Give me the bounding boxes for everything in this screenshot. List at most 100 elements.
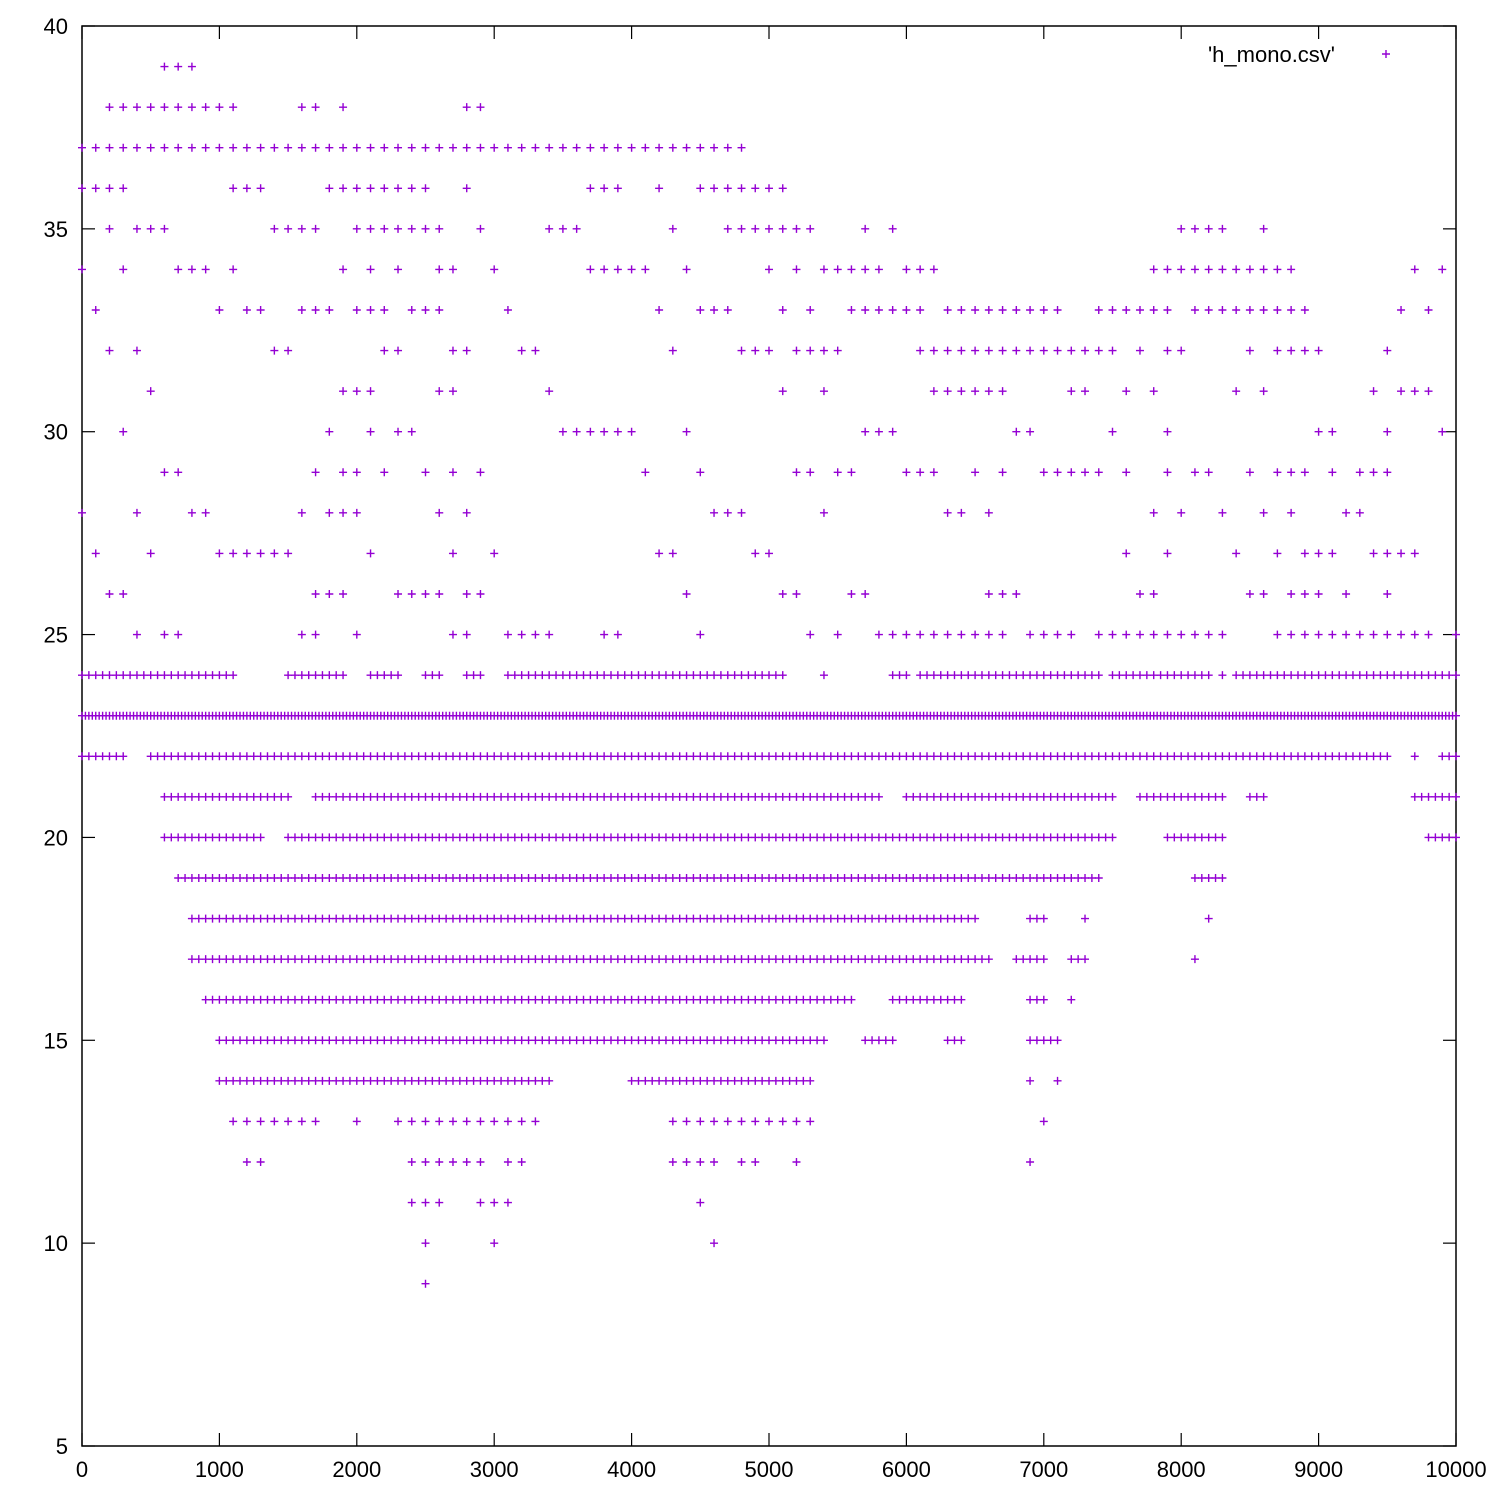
- data-point: [448, 914, 457, 923]
- data-point: [339, 833, 348, 842]
- data-point: [620, 792, 629, 801]
- data-point: [325, 427, 334, 436]
- data-point: [1053, 874, 1062, 882]
- data-point: [339, 508, 348, 517]
- data-point: [593, 671, 602, 680]
- data-point: [744, 955, 753, 964]
- data-point: [716, 1076, 725, 1085]
- data-point: [380, 955, 389, 964]
- data-point: [366, 955, 375, 964]
- data-point: [792, 833, 801, 842]
- data-point: [1081, 752, 1090, 761]
- data-point: [325, 995, 334, 1004]
- data-point: [229, 265, 238, 274]
- data-point: [1108, 752, 1117, 761]
- data-point: [1074, 874, 1083, 882]
- data-point: [1383, 346, 1392, 355]
- data-point: [909, 874, 918, 882]
- data-point: [270, 914, 279, 923]
- data-point: [1314, 427, 1323, 436]
- data-point: [242, 914, 251, 923]
- data-point: [1239, 752, 1248, 761]
- data-point: [91, 671, 100, 680]
- data-point: [517, 752, 526, 761]
- data-point: [545, 995, 554, 1004]
- data-point: [160, 833, 169, 842]
- data-point: [854, 955, 863, 964]
- data-point: [84, 752, 93, 761]
- data-point: [249, 1036, 258, 1045]
- data-point: [345, 752, 354, 761]
- data-point: [710, 955, 719, 964]
- data-point: [868, 1036, 877, 1045]
- data-point: [1445, 671, 1454, 680]
- data-point: [957, 752, 966, 761]
- data-point: [256, 1036, 265, 1045]
- data-point: [861, 590, 870, 598]
- data-point: [476, 914, 485, 923]
- data-point: [297, 995, 306, 1004]
- data-point: [819, 792, 828, 801]
- data-point: [689, 874, 698, 882]
- data-point: [668, 874, 677, 882]
- data-point: [916, 306, 925, 314]
- data-point: [703, 671, 712, 680]
- data-point: [1163, 346, 1172, 355]
- data-point: [833, 914, 842, 923]
- data-point: [902, 265, 911, 274]
- data-point: [524, 1036, 533, 1045]
- data-point: [380, 184, 389, 193]
- data-point: [1163, 671, 1172, 680]
- data-point: [565, 955, 574, 964]
- x-tick-label: 0: [76, 1457, 88, 1482]
- data-point: [730, 995, 739, 1004]
- data-point: [957, 874, 966, 882]
- data-point: [304, 874, 313, 882]
- data-point: [524, 914, 533, 923]
- data-point: [881, 833, 890, 842]
- data-point: [1328, 427, 1337, 436]
- data-point: [462, 346, 471, 355]
- data-point: [373, 792, 382, 801]
- data-point: [1142, 792, 1151, 801]
- data-point: [895, 995, 904, 1004]
- data-point: [407, 874, 416, 882]
- data-point: [737, 346, 746, 355]
- data-point: [1232, 671, 1241, 680]
- data-point: [579, 792, 588, 801]
- data-point: [1170, 833, 1179, 842]
- data-point: [455, 874, 464, 882]
- data-point: [407, 143, 416, 152]
- data-point: [682, 995, 691, 1004]
- data-point: [366, 833, 375, 842]
- data-point: [613, 265, 622, 274]
- data-point: [1335, 671, 1344, 680]
- data-point: [600, 1036, 609, 1045]
- data-point: [1280, 671, 1289, 680]
- data-point: [902, 306, 911, 314]
- data-point: [552, 995, 561, 1004]
- data-point: [1287, 265, 1296, 274]
- data-point: [1300, 306, 1309, 314]
- data-point: [1314, 752, 1323, 761]
- data-point: [318, 914, 327, 923]
- data-point: [710, 792, 719, 801]
- data-point: [277, 955, 286, 964]
- data-point: [229, 1117, 238, 1126]
- data-point: [1280, 752, 1289, 761]
- data-point: [696, 833, 705, 842]
- data-point: [778, 590, 787, 598]
- data-point: [991, 792, 1000, 801]
- data-point: [572, 224, 581, 233]
- data-point: [1259, 224, 1268, 233]
- data-point: [1053, 833, 1062, 842]
- data-point: [1087, 833, 1096, 842]
- data-point: [895, 752, 904, 761]
- data-point: [462, 103, 471, 112]
- data-point: [806, 630, 815, 639]
- x-axis-ticks: 0 1000 2000 3000 4000 5000 6000 7000 8000 9000 100…: [76, 26, 1487, 1482]
- data-point: [758, 752, 767, 761]
- data-point: [490, 1239, 499, 1248]
- data-point: [813, 792, 822, 801]
- data-point: [895, 671, 904, 680]
